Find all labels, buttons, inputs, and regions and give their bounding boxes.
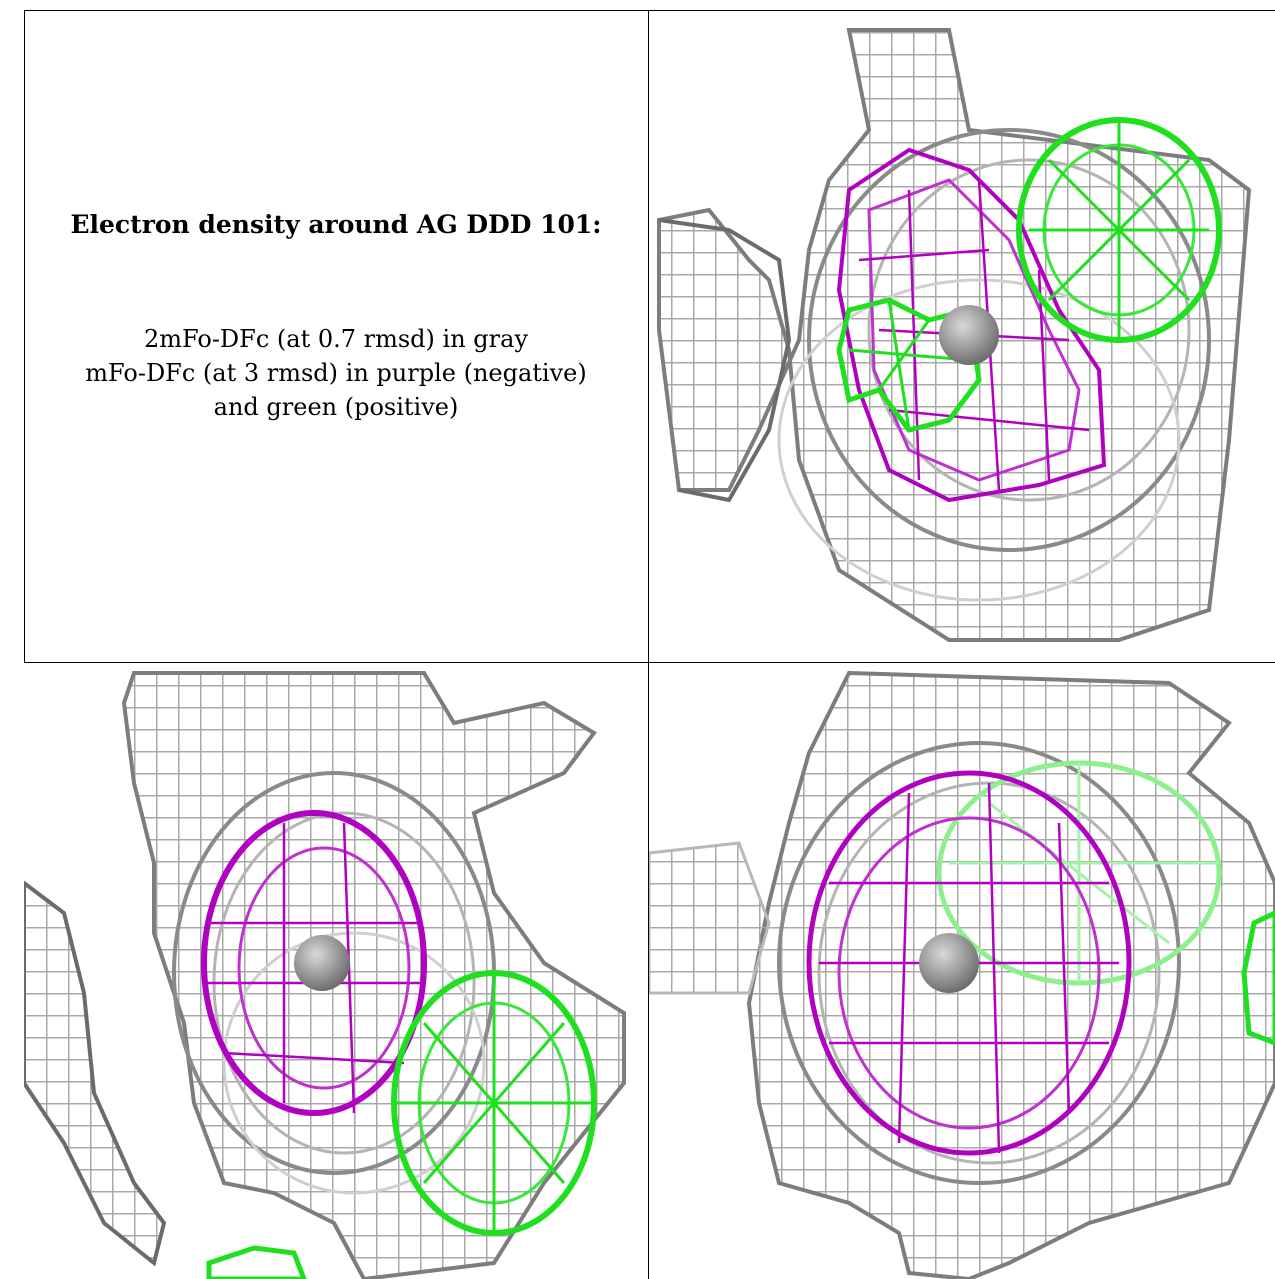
gray-2fofc-mesh	[24, 671, 626, 1279]
green-positive-mesh	[206, 970, 597, 1279]
density-mesh-bottom-left	[24, 671, 626, 1279]
density-mesh-top-right	[657, 28, 1252, 642]
gray-2fofc-mesh	[649, 670, 1275, 1279]
caption-panel: Electron density around AG DDD 101: 2mFo…	[24, 10, 648, 662]
atom-sphere	[919, 933, 979, 993]
density-view-top-right	[649, 10, 1275, 662]
density-view-bottom-left	[24, 663, 648, 1279]
atom-sphere	[294, 935, 350, 991]
border-middle	[24, 662, 1275, 663]
caption-line-2fofc: 2mFo-DFc (at 0.7 rmsd) in gray	[144, 325, 528, 353]
border-center	[648, 10, 649, 1279]
caption-legend: 2mFo-DFc (at 0.7 rmsd) in gray mFo-DFc (…	[24, 322, 648, 424]
green-positive-mesh	[836, 117, 1222, 433]
density-view-bottom-right	[649, 663, 1275, 1279]
border-left	[24, 10, 25, 663]
caption-title: Electron density around AG DDD 101:	[70, 210, 602, 239]
caption-line-fofc: mFo-DFc (at 3 rmsd) in purple (negative)	[85, 359, 587, 387]
density-mesh-bottom-right	[649, 670, 1275, 1279]
border-top	[24, 10, 1275, 11]
atom-sphere	[939, 305, 999, 365]
caption-line-fofc-cont: and green (positive)	[213, 393, 459, 421]
green-positive-mesh	[936, 760, 1275, 1046]
